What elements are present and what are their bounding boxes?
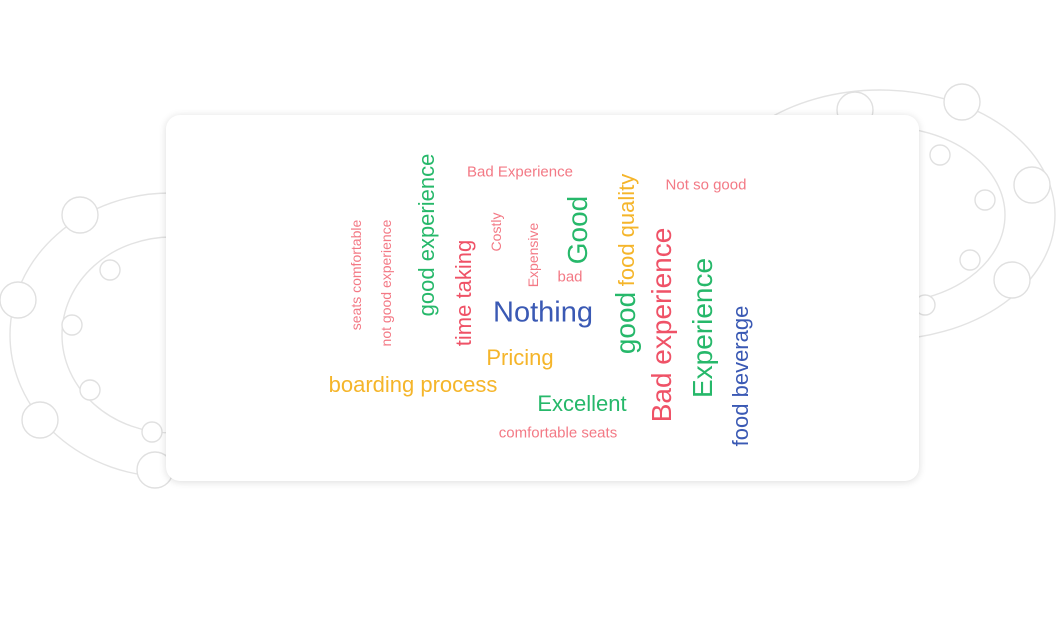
word-food-beverage: food beverage — [728, 305, 753, 447]
word-good-experience: good experience — [414, 153, 439, 317]
word-pricing: Pricing — [486, 345, 554, 370]
word-cloud-card — [166, 115, 919, 481]
word-time-taking: time taking — [451, 239, 476, 347]
word-excellent: Excellent — [537, 391, 627, 416]
word-not-good-experience: not good experience — [378, 219, 394, 347]
word-bad-experience-small: Bad Experience — [467, 163, 573, 181]
word-experience: Experience — [687, 257, 718, 399]
word-good: good — [610, 291, 641, 355]
word-seats-comfortable: seats comfortable — [348, 219, 364, 331]
word-expensive: Expensive — [525, 222, 541, 288]
word-food-quality: food quality — [614, 173, 639, 287]
word-nothing: Nothing — [493, 296, 593, 329]
word-bad: bad — [557, 268, 583, 286]
word-boarding-process: boarding process — [328, 372, 498, 397]
word-bad-experience-large: Bad experience — [646, 227, 677, 423]
word-comfortable-seats: comfortable seats — [498, 424, 618, 442]
word-costly: Costly — [488, 212, 504, 252]
word-good-large: Good — [562, 195, 593, 265]
word-not-so-good: Not so good — [665, 176, 747, 194]
